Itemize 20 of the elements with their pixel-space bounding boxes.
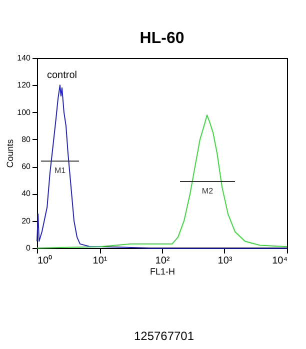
y-axis-title: Counts xyxy=(5,138,16,168)
y-tick-label: 0 xyxy=(26,244,32,252)
chart-title: HL-60 xyxy=(140,30,184,47)
y-tick-label: 120 xyxy=(17,80,32,90)
x-tick-label: 10³ xyxy=(218,256,233,266)
series-label: M2 xyxy=(202,186,214,196)
y-tick-label: 80 xyxy=(22,134,32,144)
y-tick-label: 60 xyxy=(22,162,32,172)
y-tick-label: 140 xyxy=(17,54,32,62)
annotation: control xyxy=(47,70,78,81)
y-tick-label: 20 xyxy=(22,216,32,226)
text: 125767701 xyxy=(134,329,194,343)
series-label: M1 xyxy=(54,166,66,176)
x-axis-title: FL1-H xyxy=(150,266,176,276)
x-tick-label: 10¹ xyxy=(92,256,108,266)
y-tick-label: 100 xyxy=(17,108,32,117)
x-tick-label: 10⁰ xyxy=(38,254,53,266)
x-tick-label: 10⁴ xyxy=(272,256,288,266)
x-tick-label: 10² xyxy=(155,256,170,266)
y-tick-label: 40 xyxy=(22,189,32,198)
